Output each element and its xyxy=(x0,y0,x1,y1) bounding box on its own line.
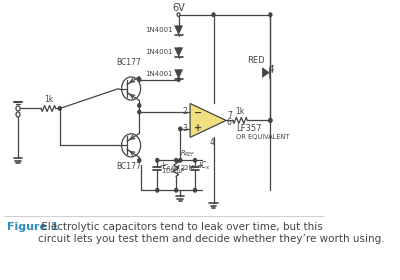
Text: +: + xyxy=(197,161,204,170)
Text: 1N4001: 1N4001 xyxy=(145,49,173,55)
Circle shape xyxy=(58,107,61,110)
Circle shape xyxy=(175,188,178,192)
Circle shape xyxy=(138,78,141,81)
Text: 1N4001: 1N4001 xyxy=(145,71,173,77)
Text: 4: 4 xyxy=(209,138,214,147)
Circle shape xyxy=(138,104,141,107)
Circle shape xyxy=(177,78,180,81)
Circle shape xyxy=(156,188,159,192)
Circle shape xyxy=(175,158,178,162)
Text: $C_x$: $C_x$ xyxy=(200,159,210,172)
Text: Electrolytic capacitors tend to leak over time, but this
circuit lets you test t: Electrolytic capacitors tend to leak ove… xyxy=(38,222,384,244)
Circle shape xyxy=(138,110,141,114)
Text: 1k: 1k xyxy=(44,95,53,104)
Text: 6V: 6V xyxy=(172,3,185,13)
Text: Figure 1: Figure 1 xyxy=(6,222,58,232)
Text: 2: 2 xyxy=(183,108,188,116)
Text: 3: 3 xyxy=(183,124,188,133)
Circle shape xyxy=(212,13,215,17)
Circle shape xyxy=(179,158,182,162)
Circle shape xyxy=(156,158,159,162)
Polygon shape xyxy=(262,67,270,78)
Text: $C_{REF}$: $C_{REF}$ xyxy=(162,162,178,172)
Text: 22M: 22M xyxy=(180,165,194,171)
Circle shape xyxy=(269,13,272,17)
Polygon shape xyxy=(174,26,183,35)
Polygon shape xyxy=(174,69,183,79)
Polygon shape xyxy=(190,104,226,137)
Text: RED: RED xyxy=(247,56,264,65)
Text: BC177: BC177 xyxy=(116,162,141,171)
Text: OR EQUIVALENT: OR EQUIVALENT xyxy=(236,134,290,140)
Text: 100 μF: 100 μF xyxy=(162,168,185,174)
Text: 6: 6 xyxy=(227,118,232,127)
Circle shape xyxy=(179,127,182,131)
Text: BC177: BC177 xyxy=(116,58,141,67)
Text: +: + xyxy=(159,161,166,170)
Circle shape xyxy=(138,158,141,162)
Circle shape xyxy=(269,119,272,122)
Text: 7: 7 xyxy=(227,111,232,120)
Circle shape xyxy=(194,188,196,192)
Text: −: − xyxy=(194,108,202,118)
Text: LF357: LF357 xyxy=(236,124,262,133)
Text: 1N4001: 1N4001 xyxy=(145,27,173,33)
Text: +: + xyxy=(194,123,202,133)
Circle shape xyxy=(194,158,196,162)
Text: 1k: 1k xyxy=(236,108,245,116)
Circle shape xyxy=(269,119,272,122)
Polygon shape xyxy=(174,48,183,57)
Text: $R_{REF}$: $R_{REF}$ xyxy=(180,149,196,159)
